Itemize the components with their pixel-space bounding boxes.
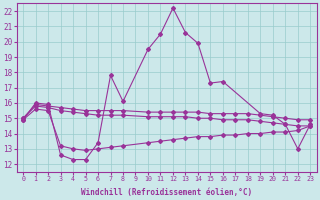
X-axis label: Windchill (Refroidissement éolien,°C): Windchill (Refroidissement éolien,°C) [81,188,252,197]
